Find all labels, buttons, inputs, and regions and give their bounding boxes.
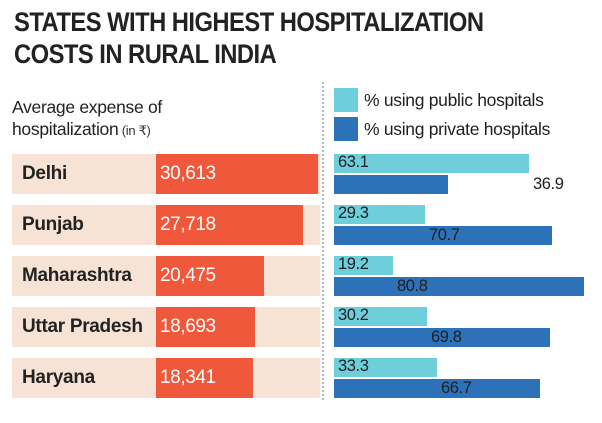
expense-bar-punjab — [156, 205, 303, 245]
public-bar-haryana — [334, 358, 437, 377]
public-value-uttar-pradesh: 30.2 — [338, 306, 369, 324]
private-value-punjab: 70.7 — [429, 226, 460, 244]
public-value-haryana: 33.3 — [338, 357, 369, 375]
legend-label-public: % using public hospitals — [364, 90, 544, 110]
private-value-delhi: 36.9 — [533, 175, 564, 193]
expense-value-uttar-pradesh: 18,693 — [160, 316, 216, 337]
chart-title: STATES WITH HIGHEST HOSPITALIZATION COST… — [14, 6, 524, 70]
expense-subhead-line-2: hospitalization (in ₹) — [12, 118, 162, 142]
private-bar-maharashtra — [334, 277, 584, 296]
state-label-maharashtra: Maharashtra — [22, 265, 132, 286]
panel-divider — [322, 82, 324, 400]
expense-value-delhi: 30,613 — [160, 163, 216, 184]
expense-value-punjab: 27,718 — [160, 214, 216, 235]
private-value-haryana: 66.7 — [441, 379, 472, 397]
expense-subhead: Average expense of hospitalization (in ₹… — [12, 96, 162, 142]
expense-value-haryana: 18,341 — [160, 367, 216, 388]
expense-unit: (in ₹) — [118, 123, 151, 138]
private-value-uttar-pradesh: 69.8 — [431, 328, 462, 346]
private-value-maharashtra: 80.8 — [397, 277, 428, 295]
public-bar-punjab — [334, 205, 425, 224]
chart-title-line-2: COSTS IN RURAL INDIA — [14, 39, 277, 69]
expense-subhead-line-1: Average expense of — [12, 97, 162, 117]
state-label-haryana: Haryana — [22, 367, 95, 388]
expense-value-maharashtra: 20,475 — [160, 265, 216, 286]
state-label-delhi: Delhi — [22, 163, 67, 184]
legend-label-private: % using private hospitals — [364, 119, 551, 139]
state-label-uttar-pradesh: Uttar Pradesh — [22, 316, 143, 337]
private-bar-uttar-pradesh — [334, 328, 550, 347]
legend-swatch-private — [334, 117, 358, 141]
legend-swatch-public — [334, 88, 358, 112]
private-bar-punjab — [334, 226, 552, 245]
expense-bar-delhi — [156, 154, 318, 194]
public-bar-uttar-pradesh — [334, 307, 427, 326]
public-value-punjab: 29.3 — [338, 204, 369, 222]
expense-subhead-text: hospitalization — [12, 119, 119, 139]
expense-bar-maharashtra — [156, 256, 264, 296]
chart-title-line-1: STATES WITH HIGHEST HOSPITALIZATION — [14, 7, 484, 37]
private-bar-delhi — [334, 175, 448, 194]
public-bar-delhi — [334, 154, 529, 173]
private-bar-haryana — [334, 379, 540, 398]
public-value-maharashtra: 19.2 — [338, 255, 369, 273]
state-label-punjab: Punjab — [22, 214, 84, 235]
public-bar-maharashtra — [334, 256, 393, 275]
public-value-delhi: 63.1 — [338, 153, 369, 171]
expense-bar-haryana — [156, 358, 253, 398]
expense-bar-uttar-pradesh — [156, 307, 255, 347]
